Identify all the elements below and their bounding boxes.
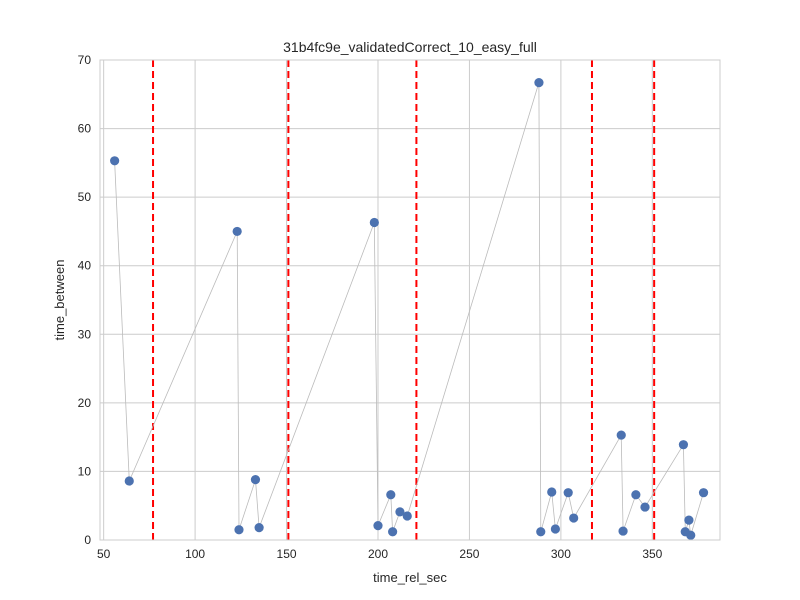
data-point: [234, 525, 244, 535]
data-point: [640, 502, 650, 512]
data-point: [250, 475, 261, 485]
plot-area: [100, 60, 720, 540]
x-tick-label: 300: [551, 547, 571, 561]
data-point: [373, 521, 383, 531]
plot-frame: [99, 59, 721, 541]
y-tick-labels: 0 10 20 30 40 50 60 70: [78, 53, 92, 547]
x-axis-label: time_rel_sec: [373, 570, 447, 585]
data-point: [618, 526, 628, 536]
data-point: [684, 515, 694, 525]
series-points: [110, 78, 709, 540]
y-tick-label: 10: [78, 464, 92, 478]
data-point: [402, 511, 412, 521]
data-point: [232, 226, 242, 237]
x-tick-label: 50: [97, 547, 111, 561]
data-point: [124, 476, 134, 486]
y-tick-label: 50: [78, 190, 92, 204]
data-point: [550, 524, 560, 534]
x-tick-label: 350: [642, 547, 662, 561]
x-tick-labels: 50 100 150 200 250 300 350: [97, 547, 663, 561]
data-point: [369, 217, 379, 228]
y-tick-label: 40: [78, 259, 92, 273]
data-point: [631, 490, 641, 500]
data-point: [395, 507, 405, 517]
chart-title: 31b4fc9e_validatedCorrect_10_easy_full: [283, 39, 537, 55]
y-tick-label: 70: [78, 53, 92, 67]
y-tick-label: 0: [84, 533, 91, 547]
data-point: [698, 488, 709, 498]
data-point: [616, 430, 626, 440]
y-tick-label: 20: [78, 396, 92, 410]
data-point: [534, 78, 544, 88]
data-point: [536, 527, 546, 537]
data-point: [254, 523, 264, 533]
data-point: [386, 490, 396, 500]
x-tick-label: 200: [368, 547, 388, 561]
data-point: [563, 488, 573, 498]
y-axis-label: time_between: [52, 260, 67, 341]
data-point: [547, 487, 557, 497]
y-tick-label: 30: [78, 327, 92, 341]
data-point: [388, 527, 398, 537]
x-tick-label: 250: [459, 547, 479, 561]
y-tick-label: 60: [78, 122, 92, 136]
x-tick-label: 150: [277, 547, 297, 561]
vertical-marker-lines: [152, 60, 656, 540]
data-point: [110, 156, 120, 166]
data-point: [678, 440, 689, 450]
x-tick-label: 100: [185, 547, 205, 561]
data-point: [569, 513, 579, 523]
data-point: [686, 530, 696, 540]
